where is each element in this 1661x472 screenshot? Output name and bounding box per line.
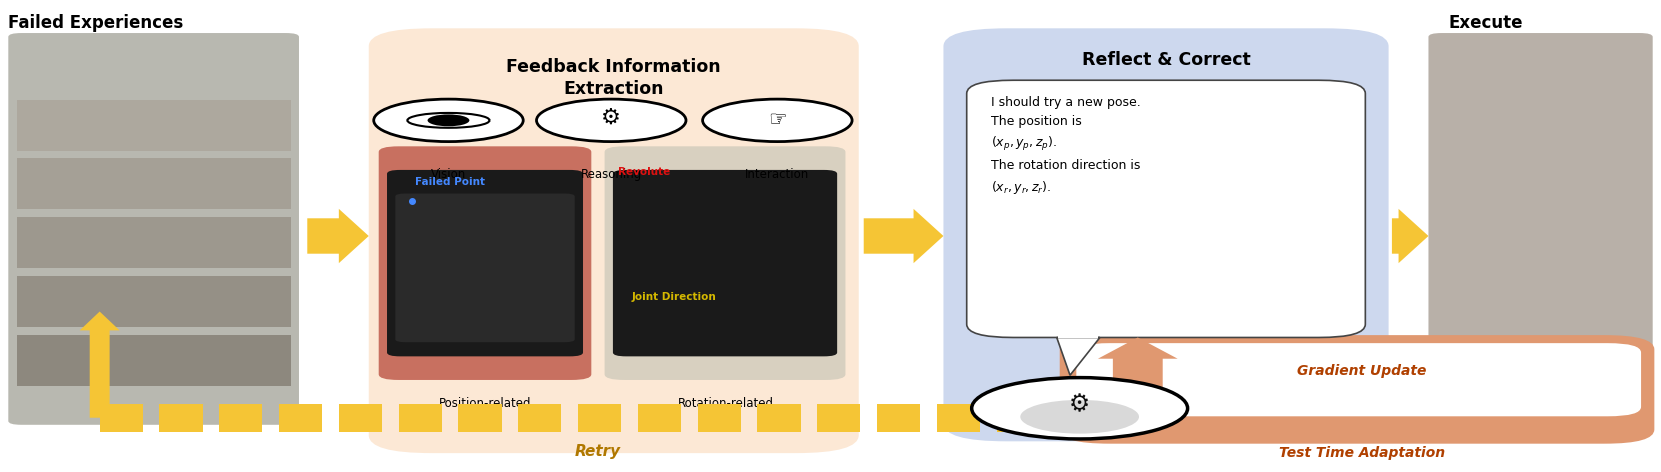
Bar: [219, 404, 262, 432]
Text: Retry: Retry: [575, 444, 621, 459]
Bar: [17, 159, 291, 210]
FancyBboxPatch shape: [1076, 343, 1641, 416]
Circle shape: [427, 114, 470, 126]
Text: Feedback Information
Extraction: Feedback Information Extraction: [507, 58, 721, 98]
Circle shape: [703, 99, 852, 142]
Bar: [638, 404, 681, 432]
Bar: [698, 404, 741, 432]
Bar: [997, 404, 1040, 432]
Text: Execute: Execute: [1448, 14, 1523, 32]
FancyArrow shape: [307, 209, 369, 263]
Text: Vision: Vision: [430, 168, 467, 181]
Circle shape: [1020, 400, 1139, 434]
Bar: [17, 100, 291, 151]
Text: Rotation-related: Rotation-related: [678, 397, 774, 410]
FancyBboxPatch shape: [613, 170, 837, 356]
Bar: [817, 404, 860, 432]
Text: Reflect & Correct: Reflect & Correct: [1081, 51, 1251, 69]
Bar: [17, 217, 291, 268]
Text: Failed Point: Failed Point: [415, 177, 485, 187]
FancyBboxPatch shape: [369, 28, 859, 453]
Text: ⚙: ⚙: [601, 108, 621, 128]
Text: ☞: ☞: [767, 110, 787, 130]
Bar: [399, 404, 442, 432]
Bar: [17, 276, 291, 327]
Circle shape: [972, 378, 1188, 439]
Bar: [1058, 333, 1098, 338]
Text: Test Time Adaptation: Test Time Adaptation: [1279, 446, 1445, 460]
Text: ⚙: ⚙: [1070, 393, 1090, 416]
Text: Joint Direction: Joint Direction: [631, 292, 716, 303]
FancyBboxPatch shape: [379, 146, 591, 380]
Circle shape: [374, 99, 523, 142]
Bar: [159, 404, 203, 432]
Bar: [17, 335, 291, 386]
Text: Position-related: Position-related: [439, 397, 532, 410]
Bar: [339, 404, 382, 432]
Text: Failed Experiences: Failed Experiences: [8, 14, 184, 32]
Text: Interaction: Interaction: [746, 168, 809, 181]
FancyBboxPatch shape: [1060, 335, 1654, 444]
Bar: [518, 404, 561, 432]
FancyBboxPatch shape: [387, 170, 583, 356]
FancyBboxPatch shape: [967, 80, 1365, 337]
Bar: [937, 404, 980, 432]
FancyBboxPatch shape: [943, 28, 1389, 441]
Bar: [458, 404, 502, 432]
FancyArrow shape: [1098, 337, 1178, 441]
FancyArrow shape: [864, 209, 943, 263]
FancyBboxPatch shape: [8, 33, 299, 425]
Polygon shape: [1056, 337, 1100, 375]
Bar: [757, 404, 801, 432]
Circle shape: [537, 99, 686, 142]
FancyBboxPatch shape: [395, 194, 575, 342]
FancyBboxPatch shape: [1428, 33, 1653, 425]
Bar: [578, 404, 621, 432]
FancyArrow shape: [1392, 209, 1428, 263]
FancyArrow shape: [80, 312, 120, 418]
Text: I should try a new pose.
The position is
$(x_p,y_p,z_p)$.
The rotation direction: I should try a new pose. The position is…: [990, 96, 1141, 196]
Bar: [100, 404, 143, 432]
Bar: [877, 404, 920, 432]
Text: Revolute: Revolute: [618, 167, 669, 177]
Text: Reasoning: Reasoning: [581, 168, 641, 181]
Bar: [279, 404, 322, 432]
FancyBboxPatch shape: [605, 146, 845, 380]
Text: Gradient Update: Gradient Update: [1297, 363, 1427, 378]
